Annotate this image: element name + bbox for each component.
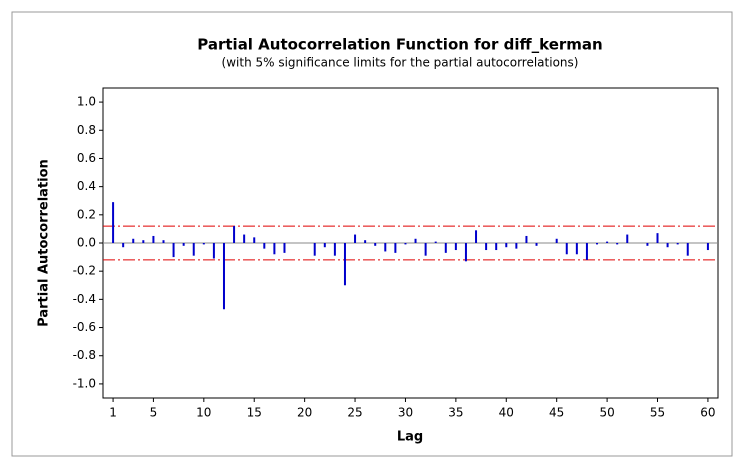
x-tick-label: 25 bbox=[347, 406, 362, 420]
x-tick-label: 1 bbox=[109, 406, 117, 420]
x-tick-label: 35 bbox=[448, 406, 463, 420]
y-tick-label: 0.8 bbox=[77, 123, 96, 137]
chart-subtitle: (with 5% significance limits for the par… bbox=[222, 56, 579, 70]
y-tick-label: -0.8 bbox=[73, 348, 96, 362]
x-tick-label: 40 bbox=[499, 406, 514, 420]
y-tick-label: 0.6 bbox=[77, 151, 96, 165]
y-axis-label: Partial Autocorrelation bbox=[37, 159, 52, 327]
y-tick-label: -0.2 bbox=[73, 264, 96, 278]
x-tick-label: 20 bbox=[297, 406, 312, 420]
x-tick-label: 10 bbox=[196, 406, 211, 420]
y-tick-label: -0.6 bbox=[73, 320, 96, 334]
x-tick-label: 50 bbox=[599, 406, 614, 420]
x-tick-label: 5 bbox=[150, 406, 158, 420]
x-tick-label: 30 bbox=[398, 406, 413, 420]
y-tick-label: 1.0 bbox=[77, 95, 96, 109]
y-tick-label: 0.2 bbox=[77, 207, 96, 221]
y-tick-label: 0.0 bbox=[77, 236, 96, 250]
x-tick-label: 60 bbox=[700, 406, 715, 420]
x-axis-label: Lag bbox=[397, 430, 423, 445]
x-tick-label: 15 bbox=[247, 406, 262, 420]
chart-title: Partial Autocorrelation Function for dif… bbox=[197, 36, 602, 54]
x-tick-label: 45 bbox=[549, 406, 564, 420]
y-tick-label: 0.4 bbox=[77, 179, 96, 193]
y-tick-label: -1.0 bbox=[73, 376, 96, 390]
x-tick-label: 55 bbox=[650, 406, 665, 420]
y-tick-label: -0.4 bbox=[73, 292, 96, 306]
